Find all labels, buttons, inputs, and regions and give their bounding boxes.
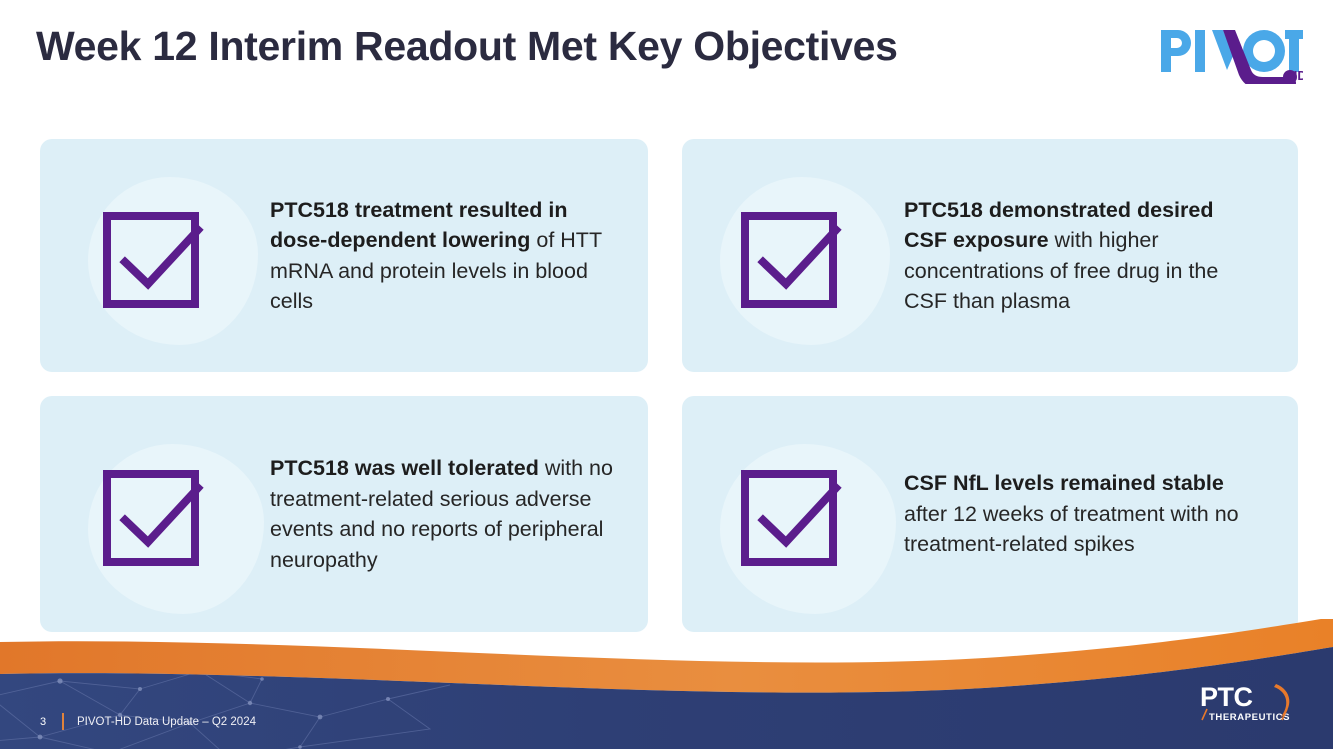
svg-text:HD: HD <box>1288 68 1303 83</box>
card-nfl-stable: CSF NfL levels remained stable after 12 … <box>682 396 1298 632</box>
ptc-therapeutics-logo: PTC THERAPEUTICS <box>1196 676 1308 726</box>
checkbox-check-icon <box>682 458 904 570</box>
svg-text:THERAPEUTICS: THERAPEUTICS <box>1209 712 1290 723</box>
page-title: Week 12 Interim Readout Met Key Objectiv… <box>36 23 898 69</box>
checkbox-check-icon <box>682 200 904 312</box>
footer-meta: 3 PIVOT-HD Data Update – Q2 2024 <box>40 713 256 730</box>
pivot-hd-logo: HD <box>1157 22 1303 84</box>
svg-text:PTC: PTC <box>1200 682 1253 712</box>
card-text: PTC518 treatment resulted in dose-depend… <box>270 195 648 317</box>
card-text-bold: PTC518 was well tolerated <box>270 456 539 480</box>
card-text-bold: CSF NfL levels remained stable <box>904 471 1224 496</box>
card-text: CSF NfL levels remained stable after 12 … <box>904 468 1298 560</box>
card-csf-exposure: PTC518 demonstrated desired CSF exposure… <box>682 139 1298 372</box>
card-text-bold: PTC518 demonstrated desired CSF exposure <box>904 197 1214 253</box>
card-text-rest: of HTT mRNA and protein levels in blood … <box>270 228 602 313</box>
card-htt-lowering: PTC518 treatment resulted in dose-depend… <box>40 139 648 372</box>
card-text-bold: PTC518 treatment resulted in dose-depend… <box>270 197 568 253</box>
card-text-rest: with higher concentrations of free drug … <box>904 228 1219 313</box>
checkbox-check-icon <box>40 458 270 570</box>
card-tolerability: PTC518 was well tolerated with no treatm… <box>40 396 648 632</box>
card-text-rest: with no treatment-related serious advers… <box>270 456 613 572</box>
card-text: PTC518 demonstrated desired CSF exposure… <box>904 195 1298 317</box>
footer-label: PIVOT-HD Data Update – Q2 2024 <box>77 715 256 728</box>
checkbox-check-icon <box>40 200 270 312</box>
card-text: PTC518 was well tolerated with no treatm… <box>270 453 648 575</box>
footer-page-number: 3 <box>40 715 47 728</box>
card-text-rest: after 12 weeks of treatment with no trea… <box>904 501 1239 557</box>
footer-separator <box>62 713 64 730</box>
